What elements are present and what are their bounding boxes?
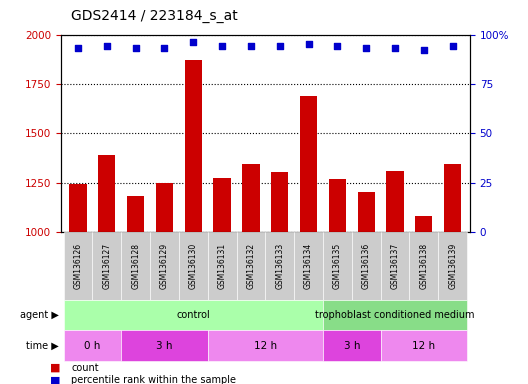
Text: 3 h: 3 h [156, 341, 173, 351]
Point [276, 43, 284, 50]
Text: GSM136129: GSM136129 [160, 243, 169, 289]
Bar [300, 96, 317, 384]
Bar [357, 192, 375, 384]
Text: GSM136139: GSM136139 [448, 243, 457, 289]
Text: GSM136128: GSM136128 [131, 243, 140, 289]
Text: GSM136133: GSM136133 [275, 243, 284, 289]
Bar [156, 183, 173, 384]
Bar [386, 171, 403, 384]
Point [160, 45, 168, 51]
Point [189, 40, 197, 46]
Point [74, 45, 82, 51]
Text: count: count [71, 363, 99, 373]
Bar [127, 196, 144, 384]
Point [420, 47, 428, 53]
Text: GSM136130: GSM136130 [189, 243, 198, 289]
Text: 12 h: 12 h [412, 341, 436, 351]
Text: control: control [176, 310, 210, 320]
Bar [415, 217, 432, 384]
Text: GSM136134: GSM136134 [304, 243, 313, 289]
Point [218, 43, 227, 50]
Text: GSM136136: GSM136136 [362, 243, 371, 289]
Text: percentile rank within the sample: percentile rank within the sample [71, 375, 237, 384]
Text: GSM136135: GSM136135 [333, 243, 342, 289]
Text: GDS2414 / 223184_s_at: GDS2414 / 223184_s_at [71, 9, 238, 23]
Text: GSM136131: GSM136131 [218, 243, 227, 289]
Text: ■: ■ [50, 375, 61, 384]
Bar [98, 155, 116, 384]
Text: GSM136126: GSM136126 [73, 243, 82, 289]
Text: GSM136138: GSM136138 [419, 243, 428, 289]
Point [362, 45, 371, 51]
Text: ■: ■ [50, 363, 61, 373]
Text: GSM136132: GSM136132 [247, 243, 256, 289]
Text: GSM136127: GSM136127 [102, 243, 111, 289]
Bar [69, 184, 87, 384]
Bar [185, 60, 202, 384]
Point [304, 41, 313, 48]
Bar [444, 164, 461, 384]
Text: trophoblast conditioned medium: trophoblast conditioned medium [315, 310, 475, 320]
Point [333, 43, 342, 50]
Point [448, 43, 457, 50]
Text: 0 h: 0 h [84, 341, 101, 351]
Text: GSM136137: GSM136137 [391, 243, 400, 289]
Point [102, 43, 111, 50]
Text: agent ▶: agent ▶ [20, 310, 59, 320]
Text: 12 h: 12 h [254, 341, 277, 351]
Bar [213, 178, 231, 384]
Text: time ▶: time ▶ [26, 341, 59, 351]
Bar [329, 179, 346, 384]
Point [391, 45, 399, 51]
Bar [271, 172, 288, 384]
Point [247, 43, 255, 50]
Point [131, 45, 140, 51]
Bar [242, 164, 260, 384]
Text: 3 h: 3 h [344, 341, 360, 351]
